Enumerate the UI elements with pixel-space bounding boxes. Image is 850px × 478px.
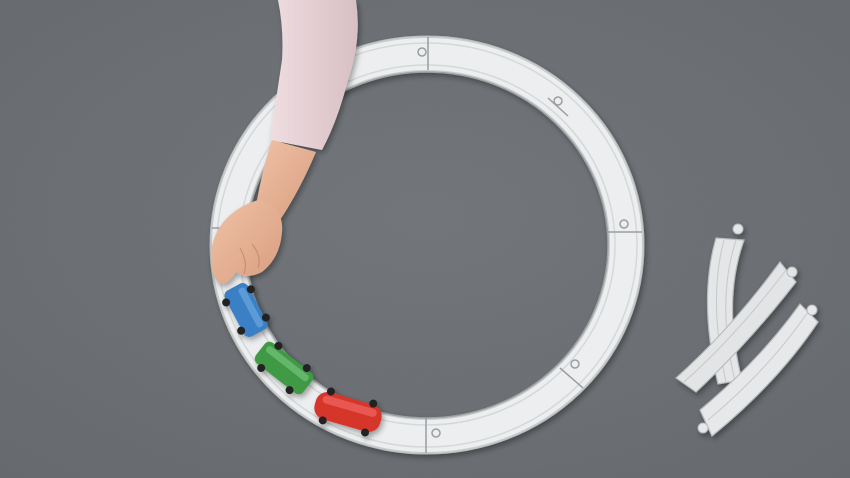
sleeve: [270, 0, 358, 150]
forearm: [256, 140, 316, 220]
loose-track-pieces: [675, 223, 819, 437]
child-arm: [210, 0, 358, 284]
hand: [210, 200, 283, 284]
red-car: [314, 387, 382, 437]
blue-car: [222, 283, 270, 337]
loose-track-piece: [675, 261, 798, 393]
toy-train: [222, 283, 382, 437]
loose-track-piece: [697, 303, 819, 437]
green-car: [254, 341, 314, 395]
